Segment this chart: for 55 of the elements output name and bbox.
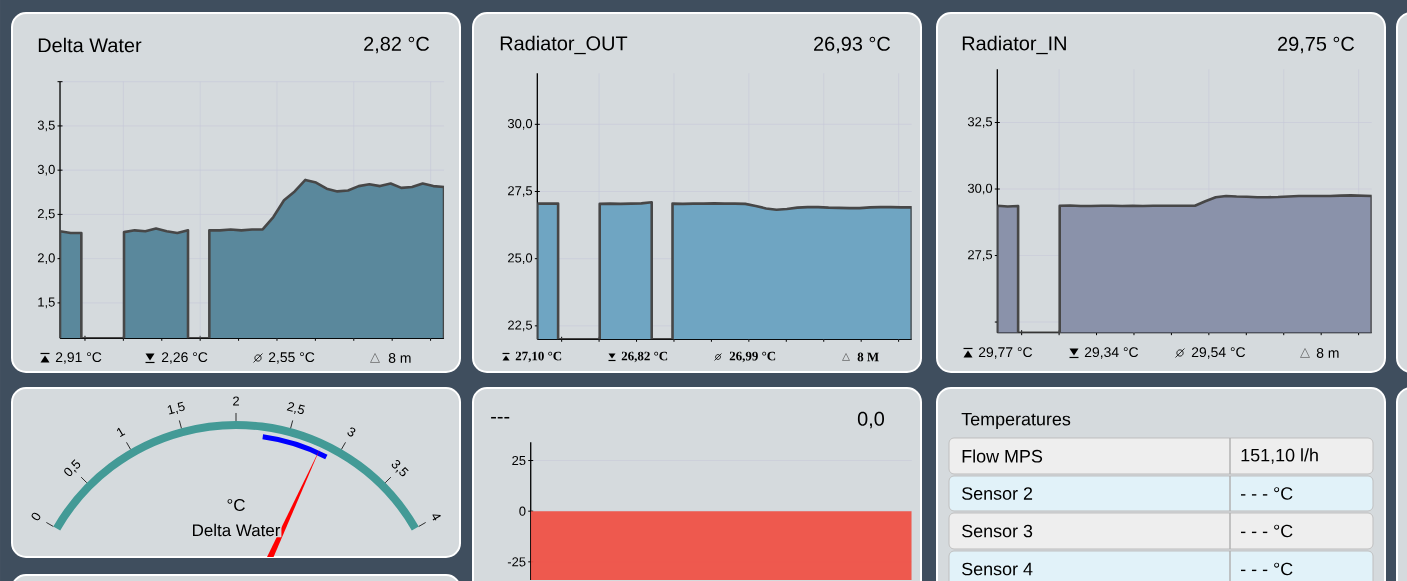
chart-title: Radiator_OUT: [500, 35, 628, 55]
text: 26,99 °C: [729, 351, 776, 363]
text: Flow MPS: [962, 449, 1043, 463]
text: Sensor 2: [962, 487, 1033, 500]
text: 1,5: [167, 401, 185, 415]
y-tick-label: 0: [519, 506, 526, 516]
text: 29,34 °C: [1084, 347, 1139, 359]
y-tick-label: 3,0: [37, 164, 55, 176]
chart-subtitle: 2,82 °C: [364, 36, 430, 54]
chart-title: Radiator_IN: [962, 35, 1066, 55]
y-tick-label: 32,5: [967, 117, 993, 128]
text: Sensor 4: [962, 562, 1033, 576]
text: 0,5: [64, 459, 81, 477]
chart-subtitle: 29,75 °C: [1278, 36, 1355, 54]
text: 1: [116, 427, 126, 438]
text: 4: [432, 514, 441, 521]
chart-subtitle: 0,0: [857, 411, 885, 429]
text: - - - °C: [1241, 524, 1293, 538]
y-tick-label: 30,0: [967, 183, 993, 195]
y-tick-label: 3,5: [37, 120, 55, 132]
y-tick-label: -25: [507, 557, 526, 567]
y-tick-label: 22,5: [508, 320, 533, 332]
text: - - - °C: [1241, 487, 1293, 500]
text: 2,91 °C: [55, 352, 102, 364]
y-tick-label: 2,5: [37, 209, 55, 220]
text: 27,10 °C: [515, 351, 562, 363]
text: 8 m: [388, 353, 411, 363]
text: 3,5: [391, 460, 409, 477]
text: - - - °C: [1241, 562, 1293, 576]
y-tick-label: 2,0: [37, 253, 55, 264]
text: Delta Water: [193, 523, 281, 537]
y-tick-label: 27,5: [968, 250, 993, 261]
text: °C: [227, 498, 245, 511]
chart-subtitle: 26,93 °C: [814, 36, 891, 54]
text: 2,26 °C: [161, 352, 208, 364]
y-tick-label: 1,5: [38, 297, 55, 309]
y-tick-label: 30,0: [507, 118, 533, 130]
text: Temperatures: [961, 412, 1071, 430]
chart-title: Delta Water: [38, 37, 142, 53]
text: Sensor 3: [962, 524, 1033, 538]
chart-title: ---: [491, 416, 510, 419]
y-tick-label: 25,0: [508, 253, 533, 265]
text: 29,77 °C: [978, 347, 1033, 359]
text: 26,82 °C: [621, 351, 668, 363]
text: 8 m: [1316, 348, 1339, 358]
text: 0: [31, 512, 41, 521]
text: 8 M: [857, 352, 879, 362]
text: 2,55 °C: [268, 352, 315, 364]
text: 2: [233, 396, 239, 406]
y-tick-label: 25: [512, 455, 526, 466]
text: 151,10 l/h: [1241, 448, 1318, 464]
y-tick-label: 27,5: [508, 186, 533, 197]
text: 3: [347, 427, 356, 437]
text: 29,54 °C: [1191, 347, 1246, 359]
text: 2,5: [286, 402, 305, 415]
